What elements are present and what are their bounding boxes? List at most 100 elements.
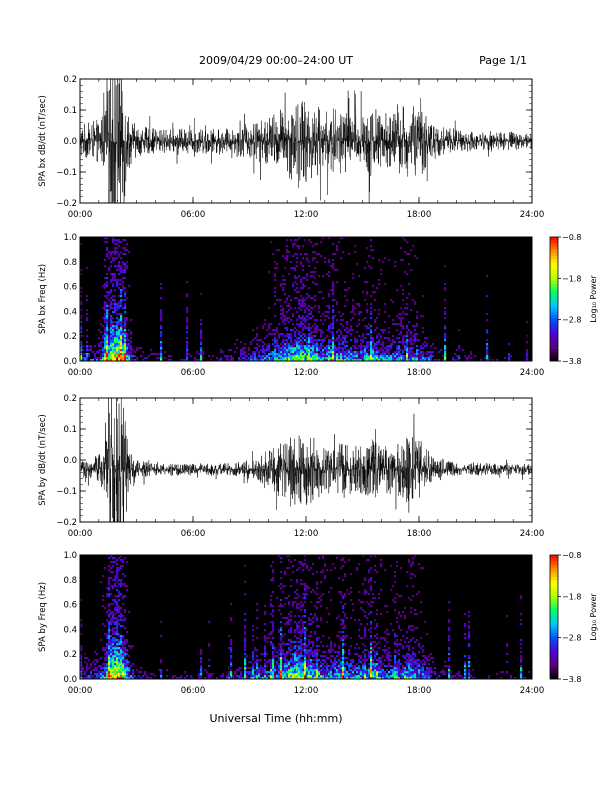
spectrogram-cell [356, 675, 359, 678]
spectrogram-cell [270, 677, 273, 680]
spectrogram-cell [158, 357, 161, 360]
spectrogram-cell [112, 279, 115, 282]
spectrogram-cell [394, 633, 397, 636]
spectrogram-cell [412, 325, 415, 328]
spectrogram-cell [108, 353, 111, 356]
spectrogram-cell [122, 595, 125, 598]
spectrogram-cell [526, 349, 529, 352]
spectrogram-cell [124, 557, 127, 560]
spectrogram-cell [296, 605, 299, 608]
spectrogram-cell [284, 643, 287, 646]
spectrogram-cell [126, 641, 129, 644]
spectrogram-cell [110, 675, 113, 678]
spectrogram-cell [186, 327, 189, 330]
spectrogram-cell [302, 603, 305, 606]
spectrogram-cell [116, 657, 119, 660]
spectrogram-cell [252, 671, 255, 674]
spectrogram-cell [304, 593, 307, 596]
spectrogram-cell [276, 597, 279, 600]
spectrogram-cell [288, 349, 291, 352]
spectrogram-cell [84, 353, 87, 356]
spectrogram-cell [316, 331, 319, 334]
spectrogram-cell [408, 283, 411, 286]
spectrogram-cell [126, 333, 129, 336]
spectrogram-cell [116, 281, 119, 284]
spectrogram-cell [112, 659, 115, 662]
spectrogram-cell [256, 663, 259, 666]
spectrogram-cell [264, 663, 267, 666]
spectrogram-cell [312, 653, 315, 656]
spectrogram-cell [346, 341, 349, 344]
spectrogram-cell [116, 327, 119, 330]
spectrogram-cell [294, 347, 297, 350]
spectrogram-cell [304, 351, 307, 354]
spectrogram-cell [388, 349, 391, 352]
spectrogram-cell [314, 305, 317, 308]
spectrogram-cell [112, 277, 115, 280]
spectrogram-cell [454, 675, 457, 678]
spectrogram-cell [306, 279, 309, 282]
spectrogram-cell [324, 673, 327, 676]
spectrogram-cell [112, 325, 115, 328]
spectrogram-cell [258, 659, 261, 662]
spectrogram-cell [348, 559, 351, 562]
spectrogram-cell [246, 671, 249, 674]
spectrogram-cell [394, 609, 397, 612]
spectrogram-cell [358, 635, 361, 638]
spectrogram-cell [396, 359, 399, 362]
spectrogram-cell [292, 355, 295, 358]
spectrogram-cell [372, 291, 375, 294]
spectrogram-cell [326, 351, 329, 354]
spectrogram-cell [128, 343, 131, 346]
spectrogram-cell [404, 307, 407, 310]
spectrogram-cell [262, 671, 265, 674]
spectrogram-cell [200, 331, 203, 334]
spectrogram-cell [112, 343, 115, 346]
spectrogram-cell [138, 675, 141, 678]
spectrogram-cell [456, 677, 459, 680]
colorbar-segment [550, 323, 558, 328]
spectrogram-cell [108, 595, 111, 598]
spectrogram-cell [402, 647, 405, 650]
spectrogram-cell [298, 665, 301, 668]
spectrogram-cell [290, 329, 293, 332]
spectrogram-cell [84, 671, 87, 674]
spectrogram-cell [90, 675, 93, 678]
spectrogram-cell [298, 317, 301, 320]
spectrogram-cell [360, 601, 363, 604]
spectrogram-cell [428, 669, 431, 672]
colorbar-segment [550, 342, 558, 346]
spectrogram-cell [392, 319, 395, 322]
spectrogram-cell [124, 359, 127, 362]
spectrogram-cell [104, 259, 107, 262]
spectrogram-cell [280, 343, 283, 346]
spectrogram-cell [346, 673, 349, 676]
spectrogram-cell [396, 639, 399, 642]
spectrogram-cell [106, 595, 109, 598]
spectrogram-cell [110, 347, 113, 350]
spectrogram-cell [244, 353, 247, 356]
spectrogram-cell [104, 673, 107, 676]
spectrogram-cell [310, 665, 313, 668]
spectrogram-cell [136, 349, 139, 352]
spectrogram-cell [382, 341, 385, 344]
spectrogram-cell [468, 631, 471, 634]
spectrogram-cell [118, 355, 121, 358]
spectrogram-cell [322, 669, 325, 672]
spectrogram-cell [280, 583, 283, 586]
spectrogram-cell [110, 641, 113, 644]
spectrogram-cell [294, 657, 297, 660]
spectrogram-cell [296, 297, 299, 300]
spectrogram-cell [298, 351, 301, 354]
spectrogram-cell [298, 607, 301, 610]
spectrogram-cell [314, 667, 317, 670]
spectrogram-cell [384, 329, 387, 332]
spectrogram-cell [406, 331, 409, 334]
spectrogram-cell [370, 669, 373, 672]
spectrogram-cell [294, 673, 297, 676]
spectrogram-cell [378, 355, 381, 358]
spectrogram-cell [260, 339, 263, 342]
spectrogram-cell [340, 663, 343, 666]
spectrogram-cell [506, 653, 509, 656]
spectrogram-cell [194, 357, 197, 360]
